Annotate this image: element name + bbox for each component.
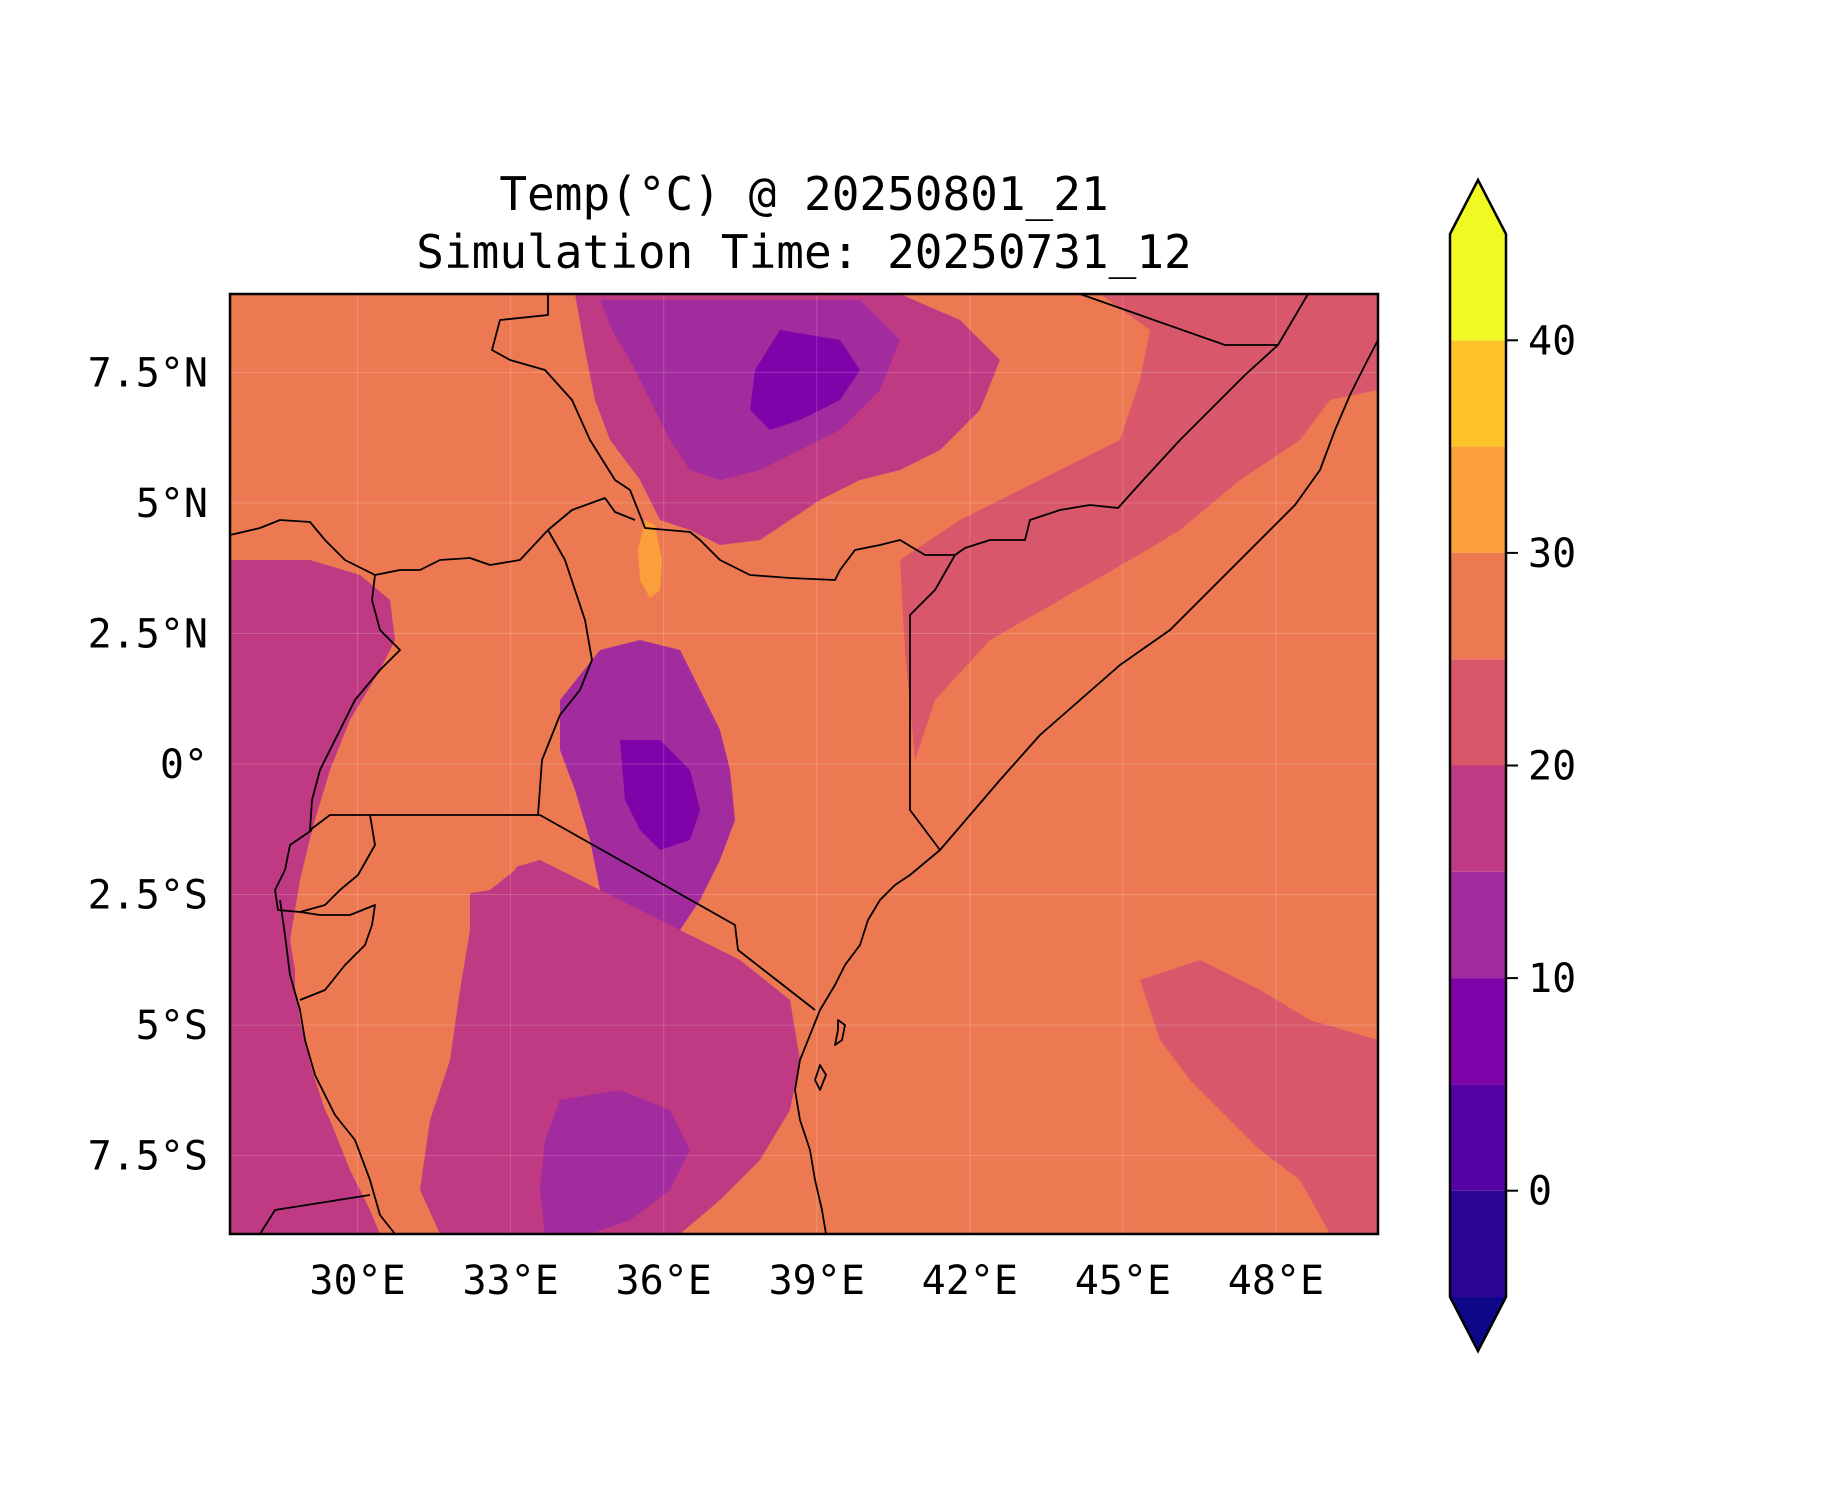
temp-region-ethiopian-highlands-peak (750, 330, 860, 430)
temperature-field (230, 294, 1378, 1234)
colorbar-tick-label: 10 (1528, 956, 1576, 1002)
temp-region-kenya-highlands-peak (620, 740, 700, 850)
colorbar-tick-label: 30 (1528, 531, 1576, 577)
border-drc-uganda (309, 574, 540, 831)
border-zambia-tanzania (259, 1194, 371, 1234)
colorbar-segment (1450, 446, 1506, 553)
temp-region-coastal-southeast (1140, 960, 1378, 1234)
colorbar-tick-label: 0 (1528, 1169, 1552, 1215)
colorbar-over-triangle (1450, 180, 1506, 234)
temp-region-somali-interior (900, 294, 1378, 760)
colorbar-segment (1450, 1084, 1506, 1191)
x-tick-label: 42°E (922, 1258, 1018, 1304)
y-tick-label: 2.5°N (88, 611, 208, 657)
border-somaliland (1079, 294, 1278, 346)
colorbar-tick-label: 40 (1528, 318, 1576, 364)
colorbar-segment (1450, 765, 1506, 872)
border-uganda-kenya (537, 529, 593, 816)
temp-region-southern-highlands (540, 1090, 690, 1234)
y-tick-label: 7.5°S (88, 1134, 208, 1180)
border-kenya-somalia (909, 554, 956, 851)
border-ethiopia-somalia (954, 294, 1309, 556)
chart-title-line-1: Temp(°C) @ 20250801_21 (499, 167, 1108, 221)
border-burundi-tanzania (299, 904, 376, 1001)
x-tick-label: 30°E (309, 1258, 405, 1304)
x-tick-label: 45°E (1075, 1258, 1171, 1304)
x-axis-ticks: 30°E 33°E 36°E 39°E 42°E 45°E 48°E (309, 1258, 1324, 1304)
chart-title-line-2: Simulation Time: 20250731_12 (416, 225, 1191, 279)
colorbar-tick-label: 20 (1528, 744, 1576, 790)
colorbar-segment (1450, 552, 1506, 660)
map-panel (230, 294, 1378, 1234)
x-tick-label: 39°E (769, 1258, 865, 1304)
border-uganda-north (230, 497, 636, 576)
x-tick-label: 36°E (616, 1258, 712, 1304)
temp-region-lake-victoria (425, 760, 535, 895)
x-tick-label: 33°E (462, 1258, 558, 1304)
x-tick-label: 48°E (1228, 1258, 1324, 1304)
y-tick-label: 5°N (136, 481, 208, 527)
y-tick-label: 2.5°S (88, 873, 208, 919)
colorbar-segment (1450, 340, 1506, 447)
coastline-east-africa (794, 339, 1378, 1234)
border-lake-tanganyika (279, 899, 396, 1234)
colorbar-segment (1450, 234, 1506, 341)
temp-region-tanzania-plateau (420, 860, 800, 1234)
y-tick-label: 0° (160, 742, 208, 788)
colorbar-segment (1450, 978, 1506, 1085)
temp-region-sahel-north (230, 294, 560, 490)
zanzibar-outline (834, 1019, 846, 1046)
colorbar-under-triangle (1450, 1297, 1506, 1351)
border-ssudan-kenya-ethiopia (639, 514, 955, 581)
country-borders (230, 294, 1378, 1234)
colorbar-segment (1450, 871, 1506, 979)
temp-region-albertine-rift (230, 560, 395, 1234)
border-kenya-tanzania (539, 814, 816, 1011)
map-frame (228, 292, 1380, 1236)
temp-region-lake-turkana (638, 520, 662, 598)
colorbar-segment (1450, 1190, 1506, 1297)
y-axis-ticks: 7.5°N 5°N 2.5°N 0° 2.5°S 5°S 7.5°S (88, 350, 208, 1179)
y-tick-label: 5°S (136, 1003, 208, 1049)
colorbar-ticks: 0 10 20 30 40 (1506, 318, 1576, 1215)
y-tick-label: 7.5°N (88, 350, 208, 396)
colorbar-segment (1450, 659, 1506, 766)
mafia-island-outline (814, 1064, 827, 1091)
border-sudan-ethiopia (491, 294, 641, 516)
colorbar-outline (1448, 177, 1508, 1354)
colorbar: 0 10 20 30 40 (1448, 177, 1576, 1354)
